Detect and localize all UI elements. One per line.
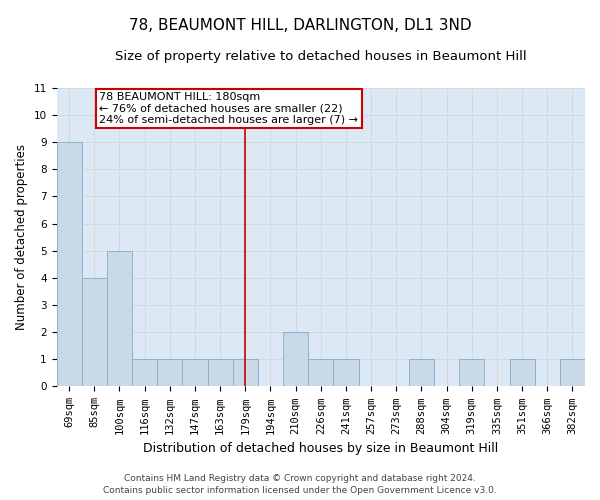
Bar (157, 360, 182, 386)
Bar (409, 360, 434, 386)
Bar (56, 142, 82, 386)
Title: Size of property relative to detached houses in Beaumont Hill: Size of property relative to detached ho… (115, 50, 527, 63)
Bar (132, 360, 157, 386)
Text: 78, BEAUMONT HILL, DARLINGTON, DL1 3ND: 78, BEAUMONT HILL, DARLINGTON, DL1 3ND (128, 18, 472, 32)
Text: Contains HM Land Registry data © Crown copyright and database right 2024.
Contai: Contains HM Land Registry data © Crown c… (103, 474, 497, 495)
Bar (82, 278, 107, 386)
Bar (459, 360, 484, 386)
Bar (107, 250, 132, 386)
Y-axis label: Number of detached properties: Number of detached properties (15, 144, 28, 330)
Bar (308, 360, 334, 386)
Bar (283, 332, 308, 386)
Bar (233, 360, 258, 386)
Bar (560, 360, 585, 386)
Bar (334, 360, 359, 386)
Bar (208, 360, 233, 386)
Text: 78 BEAUMONT HILL: 180sqm
← 76% of detached houses are smaller (22)
24% of semi-d: 78 BEAUMONT HILL: 180sqm ← 76% of detach… (100, 92, 358, 125)
X-axis label: Distribution of detached houses by size in Beaumont Hill: Distribution of detached houses by size … (143, 442, 499, 455)
Bar (509, 360, 535, 386)
Bar (182, 360, 208, 386)
